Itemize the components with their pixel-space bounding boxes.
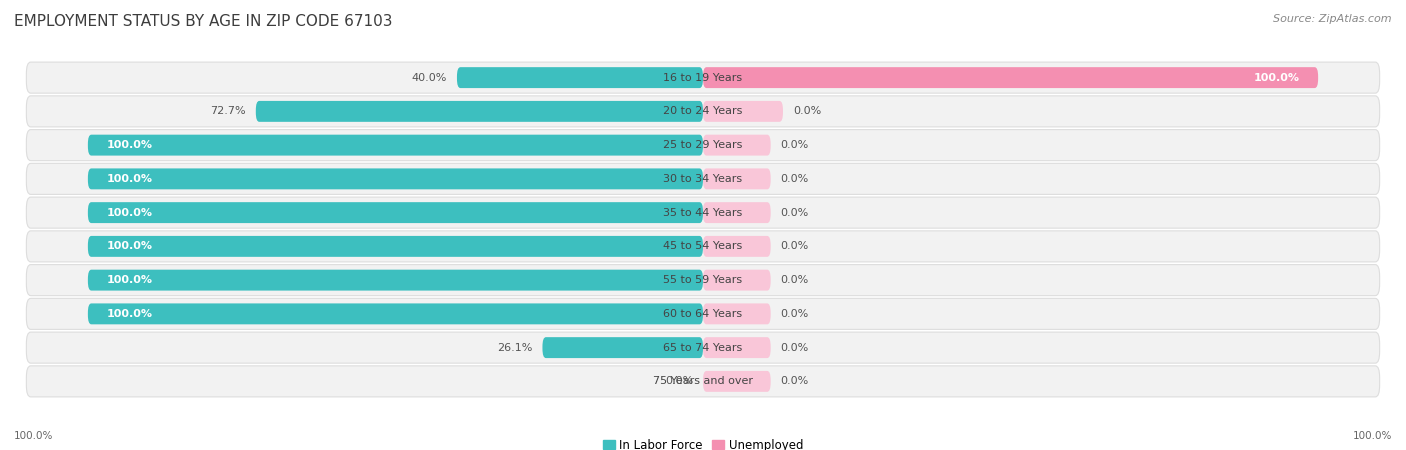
FancyBboxPatch shape (87, 135, 703, 156)
Text: EMPLOYMENT STATUS BY AGE IN ZIP CODE 67103: EMPLOYMENT STATUS BY AGE IN ZIP CODE 671… (14, 14, 392, 28)
Text: 0.0%: 0.0% (780, 241, 808, 252)
FancyBboxPatch shape (703, 303, 770, 324)
Text: 100.0%: 100.0% (107, 309, 152, 319)
FancyBboxPatch shape (27, 332, 1379, 363)
FancyBboxPatch shape (27, 366, 1379, 397)
Text: 75 Years and over: 75 Years and over (652, 376, 754, 387)
Text: 55 to 59 Years: 55 to 59 Years (664, 275, 742, 285)
Text: 16 to 19 Years: 16 to 19 Years (664, 72, 742, 83)
Text: 100.0%: 100.0% (107, 207, 152, 218)
FancyBboxPatch shape (87, 303, 703, 324)
FancyBboxPatch shape (27, 265, 1379, 296)
Text: 65 to 74 Years: 65 to 74 Years (664, 342, 742, 353)
FancyBboxPatch shape (457, 67, 703, 88)
FancyBboxPatch shape (703, 371, 770, 392)
FancyBboxPatch shape (27, 130, 1379, 161)
Text: 100.0%: 100.0% (1353, 431, 1392, 441)
Text: 100.0%: 100.0% (107, 241, 152, 252)
Text: 100.0%: 100.0% (107, 275, 152, 285)
FancyBboxPatch shape (703, 67, 1319, 88)
Text: 26.1%: 26.1% (498, 342, 533, 353)
FancyBboxPatch shape (27, 96, 1379, 127)
Text: 100.0%: 100.0% (107, 140, 152, 150)
FancyBboxPatch shape (703, 101, 783, 122)
FancyBboxPatch shape (27, 62, 1379, 93)
FancyBboxPatch shape (543, 337, 703, 358)
FancyBboxPatch shape (27, 163, 1379, 194)
FancyBboxPatch shape (256, 101, 703, 122)
Text: 0.0%: 0.0% (780, 140, 808, 150)
Text: Source: ZipAtlas.com: Source: ZipAtlas.com (1274, 14, 1392, 23)
FancyBboxPatch shape (703, 135, 770, 156)
Legend: In Labor Force, Unemployed: In Labor Force, Unemployed (603, 439, 803, 450)
FancyBboxPatch shape (703, 337, 770, 358)
Text: 100.0%: 100.0% (14, 431, 53, 441)
Text: 0.0%: 0.0% (780, 342, 808, 353)
Text: 0.0%: 0.0% (780, 207, 808, 218)
FancyBboxPatch shape (703, 168, 770, 189)
Text: 35 to 44 Years: 35 to 44 Years (664, 207, 742, 218)
Text: 72.7%: 72.7% (211, 106, 246, 117)
FancyBboxPatch shape (87, 236, 703, 257)
FancyBboxPatch shape (27, 197, 1379, 228)
FancyBboxPatch shape (703, 202, 770, 223)
Text: 30 to 34 Years: 30 to 34 Years (664, 174, 742, 184)
Text: 0.0%: 0.0% (793, 106, 821, 117)
Text: 20 to 24 Years: 20 to 24 Years (664, 106, 742, 117)
Text: 0.0%: 0.0% (780, 174, 808, 184)
Text: 45 to 54 Years: 45 to 54 Years (664, 241, 742, 252)
Text: 25 to 29 Years: 25 to 29 Years (664, 140, 742, 150)
FancyBboxPatch shape (703, 270, 770, 291)
Text: 100.0%: 100.0% (107, 174, 152, 184)
FancyBboxPatch shape (703, 236, 770, 257)
Text: 0.0%: 0.0% (780, 376, 808, 387)
FancyBboxPatch shape (87, 168, 703, 189)
Text: 100.0%: 100.0% (1254, 72, 1299, 83)
Text: 0.0%: 0.0% (665, 376, 693, 387)
Text: 0.0%: 0.0% (780, 309, 808, 319)
Text: 40.0%: 40.0% (412, 72, 447, 83)
FancyBboxPatch shape (87, 270, 703, 291)
Text: 60 to 64 Years: 60 to 64 Years (664, 309, 742, 319)
FancyBboxPatch shape (27, 231, 1379, 262)
FancyBboxPatch shape (87, 202, 703, 223)
Text: 0.0%: 0.0% (780, 275, 808, 285)
FancyBboxPatch shape (27, 298, 1379, 329)
